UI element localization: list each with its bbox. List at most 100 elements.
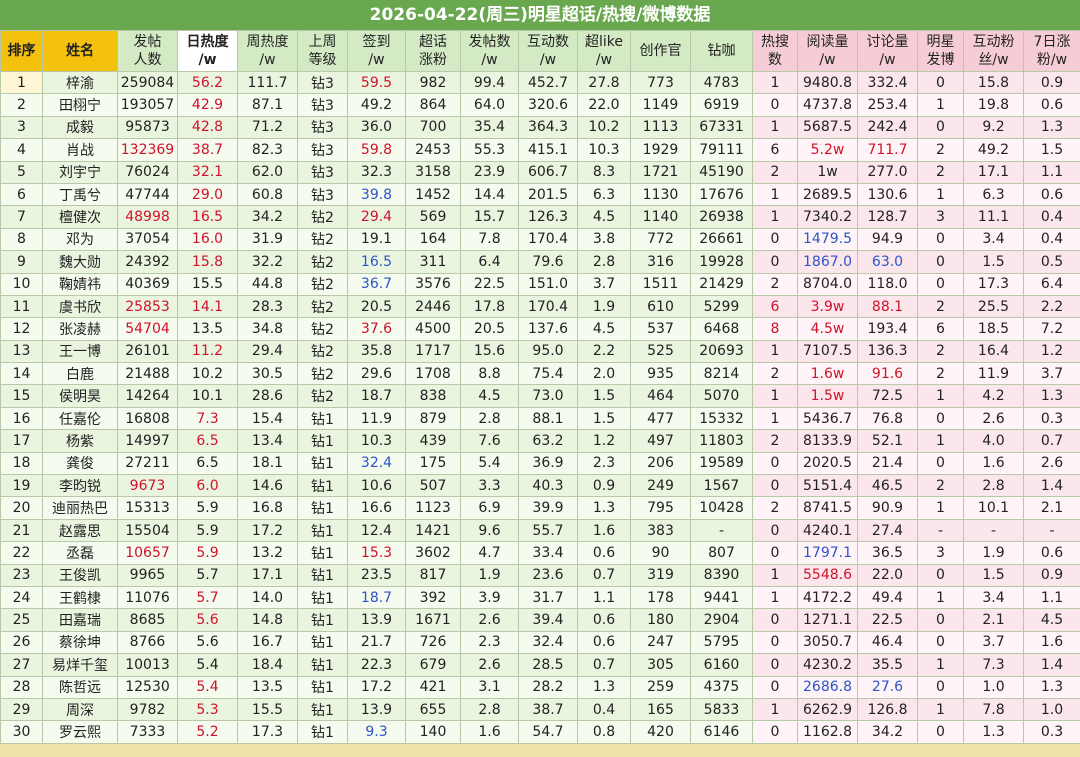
header-line: 发博	[926, 52, 955, 68]
cell: 邓为	[42, 227, 118, 252]
cell: 79.6	[518, 250, 578, 274]
cell: 周深	[42, 697, 118, 722]
cell: 11	[0, 294, 43, 319]
header-line: 超like	[584, 34, 623, 50]
cell: 49.4	[857, 585, 918, 610]
cell: 38.7	[177, 138, 238, 162]
cell: 253.4	[857, 93, 918, 117]
cell: 21.7	[347, 630, 406, 655]
cell: 1.0	[963, 675, 1024, 699]
cell: 4375	[690, 675, 753, 699]
cell: 1	[752, 182, 798, 207]
cell: 1721	[630, 160, 691, 184]
cell: 773	[630, 70, 691, 95]
cell: 钻1	[297, 653, 348, 677]
cell: 钻3	[297, 70, 348, 95]
cell: 24392	[117, 250, 178, 274]
cell: 1	[752, 406, 798, 431]
cell: 193.4	[857, 317, 918, 341]
cell: 6.5	[177, 429, 238, 453]
cell: 0	[752, 653, 798, 677]
cell: 606.7	[518, 160, 578, 184]
cell: 1567	[690, 474, 753, 498]
cell: 钻2	[297, 362, 348, 386]
cell: 3050.7	[797, 630, 858, 655]
cell: 0	[917, 675, 964, 699]
cell: 11.2	[177, 339, 238, 364]
cell: 1.1	[1023, 160, 1080, 184]
cell: 18.4	[237, 653, 298, 677]
cell: 2453	[405, 138, 461, 162]
cell: 17.2	[347, 675, 406, 699]
cell: 3	[917, 205, 964, 229]
cell: 62.0	[237, 160, 298, 184]
cell: 7107.5	[797, 339, 858, 364]
cell: 17.3	[963, 272, 1024, 296]
cell: 11803	[690, 429, 753, 453]
cell: 8766	[117, 630, 178, 655]
cell: 8.3	[577, 160, 631, 184]
column-header: 日热度/w	[177, 30, 238, 72]
cell: 63.0	[857, 250, 918, 274]
cell: 10.1	[177, 384, 238, 408]
cell: 2.2	[1023, 294, 1080, 319]
cell: 1.9	[577, 294, 631, 319]
cell: 277.0	[857, 160, 918, 184]
cell: 钻2	[297, 339, 348, 364]
cell: 22.5	[857, 608, 918, 632]
cell: 0.6	[1023, 93, 1080, 117]
cell: 31.7	[518, 585, 578, 610]
cell: 5151.4	[797, 474, 858, 498]
cell: 21.4	[857, 451, 918, 476]
cell: 5833	[690, 697, 753, 722]
cell: 1	[917, 653, 964, 677]
cell: 5.9	[177, 496, 238, 520]
cell: 6.0	[177, 474, 238, 498]
cell: 879	[405, 406, 461, 431]
cell: 5.7	[177, 585, 238, 610]
cell: 0	[752, 518, 798, 543]
data-table: 排序 姓名 发帖 人数 日热度/w 周热度/w 上周 等级 签到/w 超话 涨粉 发帖数/w 互动数/w…	[0, 30, 1080, 744]
table-row: 8 邓为 37054 16.0 31.9 钻2 19.1 164 7.8 170.4 3.8 772 2…	[0, 227, 1080, 252]
cell: 1271.1	[797, 608, 858, 632]
cell: 4240.1	[797, 518, 858, 543]
column-header: 发帖数/w	[460, 30, 519, 72]
cell: 24	[0, 585, 43, 610]
cell: 305	[630, 653, 691, 677]
table-row: 28 陈哲远 12530 5.4 13.5 钻1 17.2 421 3.1 28.2 1.3 259 4…	[0, 675, 1080, 699]
cell: 111.7	[237, 70, 298, 95]
cell: 2	[752, 496, 798, 520]
column-header: 超话 涨粉	[405, 30, 461, 72]
cell: 525	[630, 339, 691, 364]
cell: 0.9	[1023, 563, 1080, 587]
table-row: 21 赵露思 15504 5.9 17.2 钻1 12.4 1421 9.6 55.7 1.6 383…	[0, 518, 1080, 543]
header-line: 上周	[308, 34, 337, 50]
cell: 59.5	[347, 70, 406, 95]
cell: 439	[405, 429, 461, 453]
cell: 0.7	[577, 653, 631, 677]
cell: 64.0	[460, 93, 519, 117]
cell: -	[917, 518, 964, 543]
cell: 30	[0, 720, 43, 744]
cell: 0	[917, 250, 964, 274]
cell: 7	[0, 205, 43, 229]
cell: 4.5	[577, 205, 631, 229]
cell: 32.1	[177, 160, 238, 184]
cell: 88.1	[518, 406, 578, 431]
cell: 33.4	[518, 541, 578, 565]
cell: 0	[917, 70, 964, 95]
cell: 42.9	[177, 93, 238, 117]
header-line: /w	[819, 52, 836, 68]
cell: 6262.9	[797, 697, 858, 722]
cell: 7340.2	[797, 205, 858, 229]
cell: 32.3	[347, 160, 406, 184]
cell: 6	[752, 294, 798, 319]
cell: 180	[630, 608, 691, 632]
table-row: 11 虞书欣 25853 14.1 28.3 钻2 20.5 2446 17.8 170.4 1.9…	[0, 294, 1080, 319]
cell: 7.3	[177, 406, 238, 431]
cell: 25.5	[963, 294, 1024, 319]
cell: 9673	[117, 474, 178, 498]
cell: 415.1	[518, 138, 578, 162]
cell: 1797.1	[797, 541, 858, 565]
cell: 钻2	[297, 227, 348, 252]
